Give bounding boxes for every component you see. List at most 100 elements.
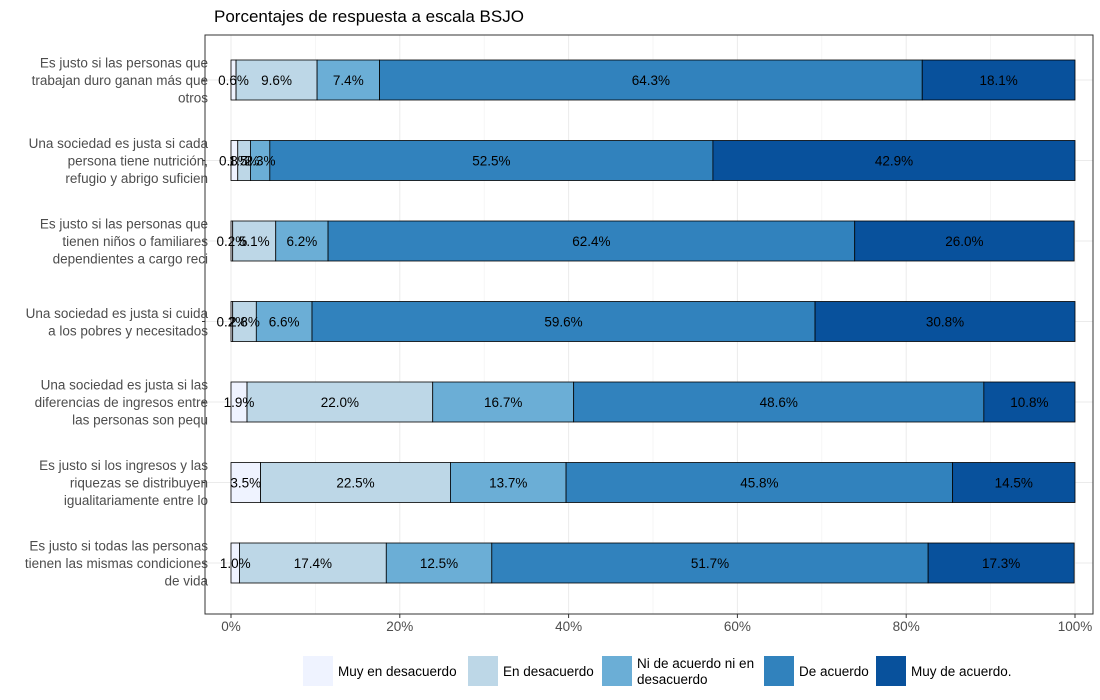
data-label-row3-series2: 5.1% xyxy=(239,234,270,249)
x-tick-label: 40% xyxy=(555,619,582,634)
bar-segment-row5-series3 xyxy=(432,381,575,423)
legend-label: desacuerdo xyxy=(637,672,708,687)
bar-segment-row1-series5 xyxy=(921,59,1076,101)
legend-swatch xyxy=(602,656,632,686)
bar-segment-row7-series3 xyxy=(385,542,493,584)
data-label-row3-series4: 62.4% xyxy=(572,234,610,249)
data-label-row2-series1: 0.8% xyxy=(219,154,250,169)
data-label-row4-series4: 59.6% xyxy=(544,315,582,330)
y-tick-label: Es justo si las personas que xyxy=(40,56,208,71)
data-label-row6-series2: 22.5% xyxy=(336,476,374,491)
x-tick-label: 80% xyxy=(893,619,920,634)
data-label-row7-series1: 1.0% xyxy=(220,556,251,571)
legend-swatch xyxy=(303,656,333,686)
bar-segment-row5-series4 xyxy=(573,381,985,423)
data-label-row2-series3: 2.3% xyxy=(245,154,276,169)
x-tick-label: 0% xyxy=(221,619,241,634)
data-label-row7-series2: 17.4% xyxy=(294,556,332,571)
plot-border xyxy=(204,34,1094,615)
y-tick-label: Una sociedad es justa si cuida xyxy=(26,306,209,321)
data-label-row1-series5: 18.1% xyxy=(979,73,1017,88)
y-tick-label: Una sociedad es justa si cada xyxy=(29,136,209,151)
data-label-row2-series2: 1.5% xyxy=(229,154,260,169)
data-label-row6-series5: 14.5% xyxy=(995,476,1033,491)
legend-label: Ni de acuerdo ni en xyxy=(637,656,754,671)
y-tick-label: Es justo si todas las personas xyxy=(29,539,208,554)
chart-title: Porcentajes de respuesta a escala BSJO xyxy=(214,7,524,26)
x-tick-label: 60% xyxy=(724,619,751,634)
data-label-row5-series5: 10.8% xyxy=(1010,395,1048,410)
data-label-row5-series3: 16.7% xyxy=(484,395,522,410)
data-label-row4-series3: 6.6% xyxy=(269,315,300,330)
y-tick-label: otros xyxy=(178,91,208,106)
data-label-row3-series1: 0.2% xyxy=(216,234,247,249)
data-label-row7-series3: 12.5% xyxy=(420,556,458,571)
y-tick-label: persona tiene nutrición, xyxy=(68,154,208,169)
legend-item-5: Muy de acuerdo. xyxy=(876,656,1012,686)
y-tick-label: Es justo si los ingresos y las xyxy=(39,458,208,473)
bar-segment-row2-series4 xyxy=(269,140,714,181)
bar-segment-row4-series5 xyxy=(814,301,1076,342)
y-tick-label: Es justo si las personas que xyxy=(40,217,208,232)
y-tick-label: tienen las mismas condiciones xyxy=(25,556,208,571)
data-label-row1-series3: 7.4% xyxy=(333,73,364,88)
y-tick-label: a los pobres y necesitados xyxy=(48,323,208,338)
bar-segment-row1-series2 xyxy=(235,59,318,101)
x-axis-ticks: 0% 20% 40% 60% 80% 100% xyxy=(221,614,1092,634)
y-tick-label: tienen niños o familiares xyxy=(62,234,208,249)
bar-segment-row7-series5 xyxy=(927,542,1075,584)
data-label-row4-series2: 2.8% xyxy=(229,315,260,330)
legend: Muy en desacuerdo En desacuerdo Ni de acue… xyxy=(303,656,1012,687)
data-label-row7-series5: 17.3% xyxy=(982,556,1020,571)
bar-segment-row2-series5 xyxy=(712,140,1076,181)
data-label-row5-series1: 1.9% xyxy=(224,395,255,410)
bar-segment-row6-series5 xyxy=(952,462,1076,503)
legend-swatch xyxy=(876,656,906,686)
y-tick-label: riquezas se distribuyen xyxy=(70,476,208,491)
data-label-row4-series5: 30.8% xyxy=(926,315,964,330)
bar-segment-row6-series3 xyxy=(450,462,567,503)
data-label-row5-series4: 48.6% xyxy=(760,395,798,410)
bar-segment-row5-series2 xyxy=(246,381,434,423)
y-tick-label: de vida xyxy=(164,574,208,589)
data-label-row2-series4: 52.5% xyxy=(472,154,510,169)
y-tick-label: trabajan duro ganan más que xyxy=(32,73,208,88)
legend-item-1: Muy en desacuerdo xyxy=(303,656,457,686)
y-tick-label: las personas son pequ xyxy=(72,413,208,428)
legend-label: De acuerdo xyxy=(799,664,869,679)
data-label-row6-series1: 3.5% xyxy=(230,476,261,491)
legend-label: En desacuerdo xyxy=(503,664,594,679)
bar-segment-row6-series4 xyxy=(565,462,954,503)
legend-label: Muy en desacuerdo xyxy=(338,664,457,679)
legend-item-4: De acuerdo xyxy=(764,656,869,686)
data-label-row4-series1: 0.2% xyxy=(216,315,247,330)
bar-segment-row3-series2 xyxy=(232,220,277,262)
segment-labels: 0.6% 9.6% 7.4% 64.3% 18.1% 0.8%1.5%2.3% 52.5% 4… xyxy=(216,73,1048,571)
bar-segment-row3-series5 xyxy=(854,220,1075,262)
bar-segment-row7-series4 xyxy=(491,542,929,584)
x-tick-label: 20% xyxy=(386,619,413,634)
bar-segment-row4-series4 xyxy=(311,301,816,342)
data-label-row3-series3: 6.2% xyxy=(287,234,318,249)
legend-label: Muy de acuerdo. xyxy=(911,664,1012,679)
data-label-row6-series3: 13.7% xyxy=(489,476,527,491)
y-tick-label: igualitariamente entre lo xyxy=(64,493,208,508)
bar-segment-row5-series5 xyxy=(983,381,1076,423)
bar-segment-row3-series3 xyxy=(275,220,329,262)
data-label-row1-series1: 0.6% xyxy=(218,73,249,88)
data-label-row3-series5: 26.0% xyxy=(945,234,983,249)
bar-segment-row1-series4 xyxy=(379,59,923,101)
y-tick-label: refugio y abrigo suficien xyxy=(65,171,208,186)
bar-segment-row6-series2 xyxy=(260,462,451,503)
data-label-row1-series4: 64.3% xyxy=(632,73,670,88)
data-label-row2-series5: 42.9% xyxy=(875,154,913,169)
legend-swatch xyxy=(468,656,498,686)
y-axis-labels: Es justo si las personas que trabajan dur… xyxy=(25,56,209,589)
y-tick-label: diferencias de ingresos entre xyxy=(35,395,208,410)
y-tick-label: Una sociedad es justa si las xyxy=(41,378,209,393)
data-label-row6-series4: 45.8% xyxy=(740,476,778,491)
data-label-row5-series2: 22.0% xyxy=(321,395,359,410)
bar-segment-row7-series2 xyxy=(239,542,387,584)
